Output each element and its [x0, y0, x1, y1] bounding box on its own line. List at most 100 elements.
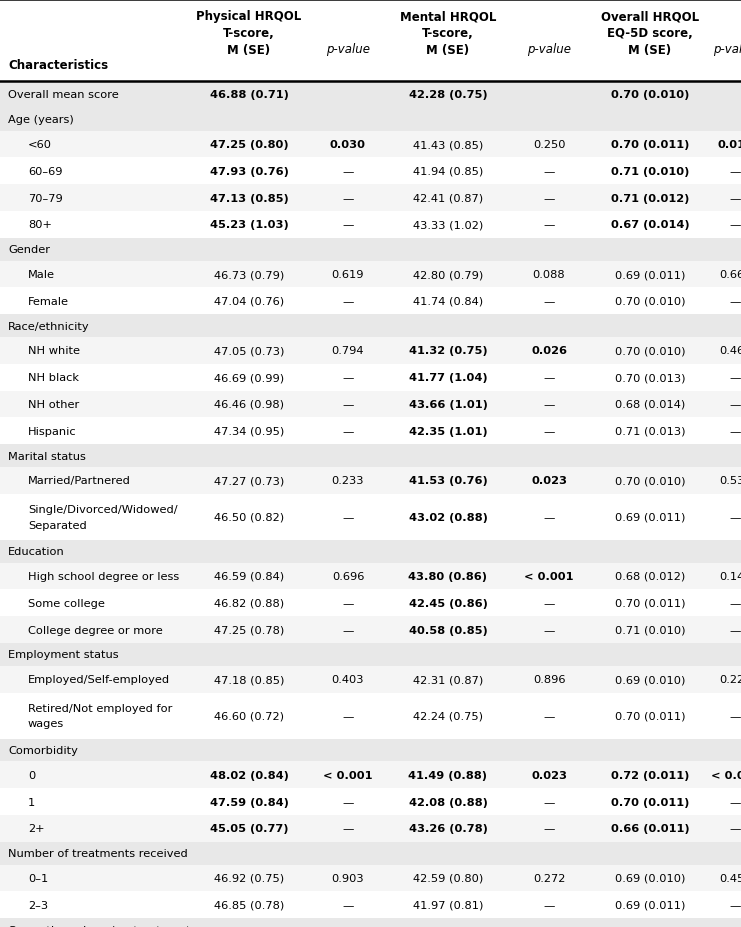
Text: NH black: NH black [28, 373, 79, 383]
Text: —: — [342, 167, 353, 177]
Text: p-value: p-value [714, 44, 741, 57]
Text: 0.233: 0.233 [332, 476, 365, 486]
Text: 0.71 (0.013): 0.71 (0.013) [615, 426, 685, 437]
Text: T-score,: T-score, [223, 28, 275, 41]
Text: Age (years): Age (years) [8, 115, 74, 125]
Text: 0.68 (0.014): 0.68 (0.014) [615, 400, 685, 410]
Text: 41.94 (0.85): 41.94 (0.85) [413, 167, 483, 177]
Text: NH other: NH other [28, 400, 79, 410]
Text: —: — [543, 220, 555, 230]
Text: 41.49 (0.88): 41.49 (0.88) [408, 770, 488, 780]
Bar [0, 418, 741, 445]
Text: 41.74 (0.84): 41.74 (0.84) [413, 297, 483, 307]
Bar [0, 494, 741, 540]
Text: < 0.001: < 0.001 [711, 770, 741, 780]
Text: 42.28 (0.75): 42.28 (0.75) [409, 90, 488, 100]
Text: 0.460: 0.460 [720, 346, 741, 356]
Text: 0.67 (0.014): 0.67 (0.014) [611, 220, 689, 230]
Bar [0, 667, 741, 692]
Text: —: — [543, 823, 555, 833]
Text: 47.05 (0.73): 47.05 (0.73) [214, 346, 285, 356]
Text: 45.05 (0.77): 45.05 (0.77) [210, 823, 288, 833]
Text: 43.33 (1.02): 43.33 (1.02) [413, 220, 483, 230]
Text: 0.72 (0.011): 0.72 (0.011) [611, 770, 689, 780]
Text: M (SE): M (SE) [426, 44, 470, 57]
Text: 42.35 (1.01): 42.35 (1.01) [409, 426, 488, 437]
Text: 0.70 (0.011): 0.70 (0.011) [611, 796, 689, 806]
Text: <60: <60 [28, 140, 52, 150]
Text: —: — [730, 625, 741, 635]
Text: 43.80 (0.86): 43.80 (0.86) [408, 571, 488, 581]
Bar [0, 337, 741, 364]
Bar [0, 643, 741, 667]
Text: T-score,: T-score, [422, 28, 474, 41]
Text: 0.68 (0.012): 0.68 (0.012) [615, 571, 685, 581]
Text: 43.66 (1.01): 43.66 (1.01) [408, 400, 488, 410]
Bar [0, 211, 741, 238]
Text: 0.71 (0.012): 0.71 (0.012) [611, 194, 689, 203]
Text: 46.69 (0.99): 46.69 (0.99) [214, 373, 284, 383]
Text: NH white: NH white [28, 346, 80, 356]
Text: 0–1: 0–1 [28, 873, 48, 883]
Bar [0, 261, 741, 288]
Text: 40.58 (0.85): 40.58 (0.85) [408, 625, 488, 635]
Text: 2–3: 2–3 [28, 900, 48, 909]
Bar [0, 919, 741, 927]
Text: —: — [342, 823, 353, 833]
Text: 46.59 (0.84): 46.59 (0.84) [214, 571, 284, 581]
Text: 46.50 (0.82): 46.50 (0.82) [214, 513, 284, 522]
Text: —: — [543, 598, 555, 608]
Text: Separated: Separated [28, 520, 87, 530]
Text: 0.023: 0.023 [531, 770, 567, 780]
Bar [0, 540, 741, 563]
Text: Retired/Not employed for: Retired/Not employed for [28, 703, 173, 713]
Text: 0.70 (0.011): 0.70 (0.011) [615, 711, 685, 721]
Bar [0, 82, 741, 108]
Text: —: — [342, 297, 353, 307]
Text: Employment status: Employment status [8, 650, 119, 660]
Text: 45.23 (1.03): 45.23 (1.03) [210, 220, 288, 230]
Text: 43.02 (0.88): 43.02 (0.88) [408, 513, 488, 522]
Text: M (SE): M (SE) [628, 44, 671, 57]
Text: 46.46 (0.98): 46.46 (0.98) [214, 400, 284, 410]
Text: —: — [730, 373, 741, 383]
Text: —: — [342, 373, 353, 383]
Bar [0, 892, 741, 919]
Text: —: — [730, 426, 741, 437]
Text: Employed/Self-employed: Employed/Self-employed [28, 675, 170, 684]
Text: 0.69 (0.010): 0.69 (0.010) [615, 675, 685, 684]
Text: 47.25 (0.80): 47.25 (0.80) [210, 140, 288, 150]
Text: 47.59 (0.84): 47.59 (0.84) [210, 796, 288, 806]
Text: —: — [342, 513, 353, 522]
Text: 0.69 (0.010): 0.69 (0.010) [615, 873, 685, 883]
Bar [0, 616, 741, 643]
Text: —: — [730, 220, 741, 230]
Text: —: — [543, 426, 555, 437]
Text: 48.02 (0.84): 48.02 (0.84) [210, 770, 288, 780]
Text: 46.82 (0.88): 46.82 (0.88) [214, 598, 284, 608]
Text: Marital status: Marital status [8, 451, 86, 461]
Text: 0.250: 0.250 [533, 140, 565, 150]
Text: wages: wages [28, 718, 64, 729]
Text: 42.80 (0.79): 42.80 (0.79) [413, 270, 483, 280]
Text: —: — [543, 513, 555, 522]
Text: High school degree or less: High school degree or less [28, 571, 179, 581]
Text: —: — [342, 194, 353, 203]
Text: 0.088: 0.088 [533, 270, 565, 280]
Text: 0: 0 [28, 770, 36, 780]
Text: Some college: Some college [28, 598, 105, 608]
Text: p-value: p-value [326, 44, 370, 57]
Text: —: — [342, 220, 353, 230]
Text: 47.93 (0.76): 47.93 (0.76) [210, 167, 288, 177]
Text: Comorbidity: Comorbidity [8, 745, 78, 756]
Text: —: — [342, 900, 353, 909]
Text: Currently undergoing treatment: Currently undergoing treatment [8, 924, 190, 927]
Text: 0.70 (0.011): 0.70 (0.011) [611, 140, 689, 150]
Bar [0, 0, 741, 82]
Text: 1: 1 [28, 796, 36, 806]
Text: —: — [730, 167, 741, 177]
Text: 0.70 (0.013): 0.70 (0.013) [615, 373, 685, 383]
Bar [0, 238, 741, 261]
Bar [0, 815, 741, 842]
Text: 42.59 (0.80): 42.59 (0.80) [413, 873, 483, 883]
